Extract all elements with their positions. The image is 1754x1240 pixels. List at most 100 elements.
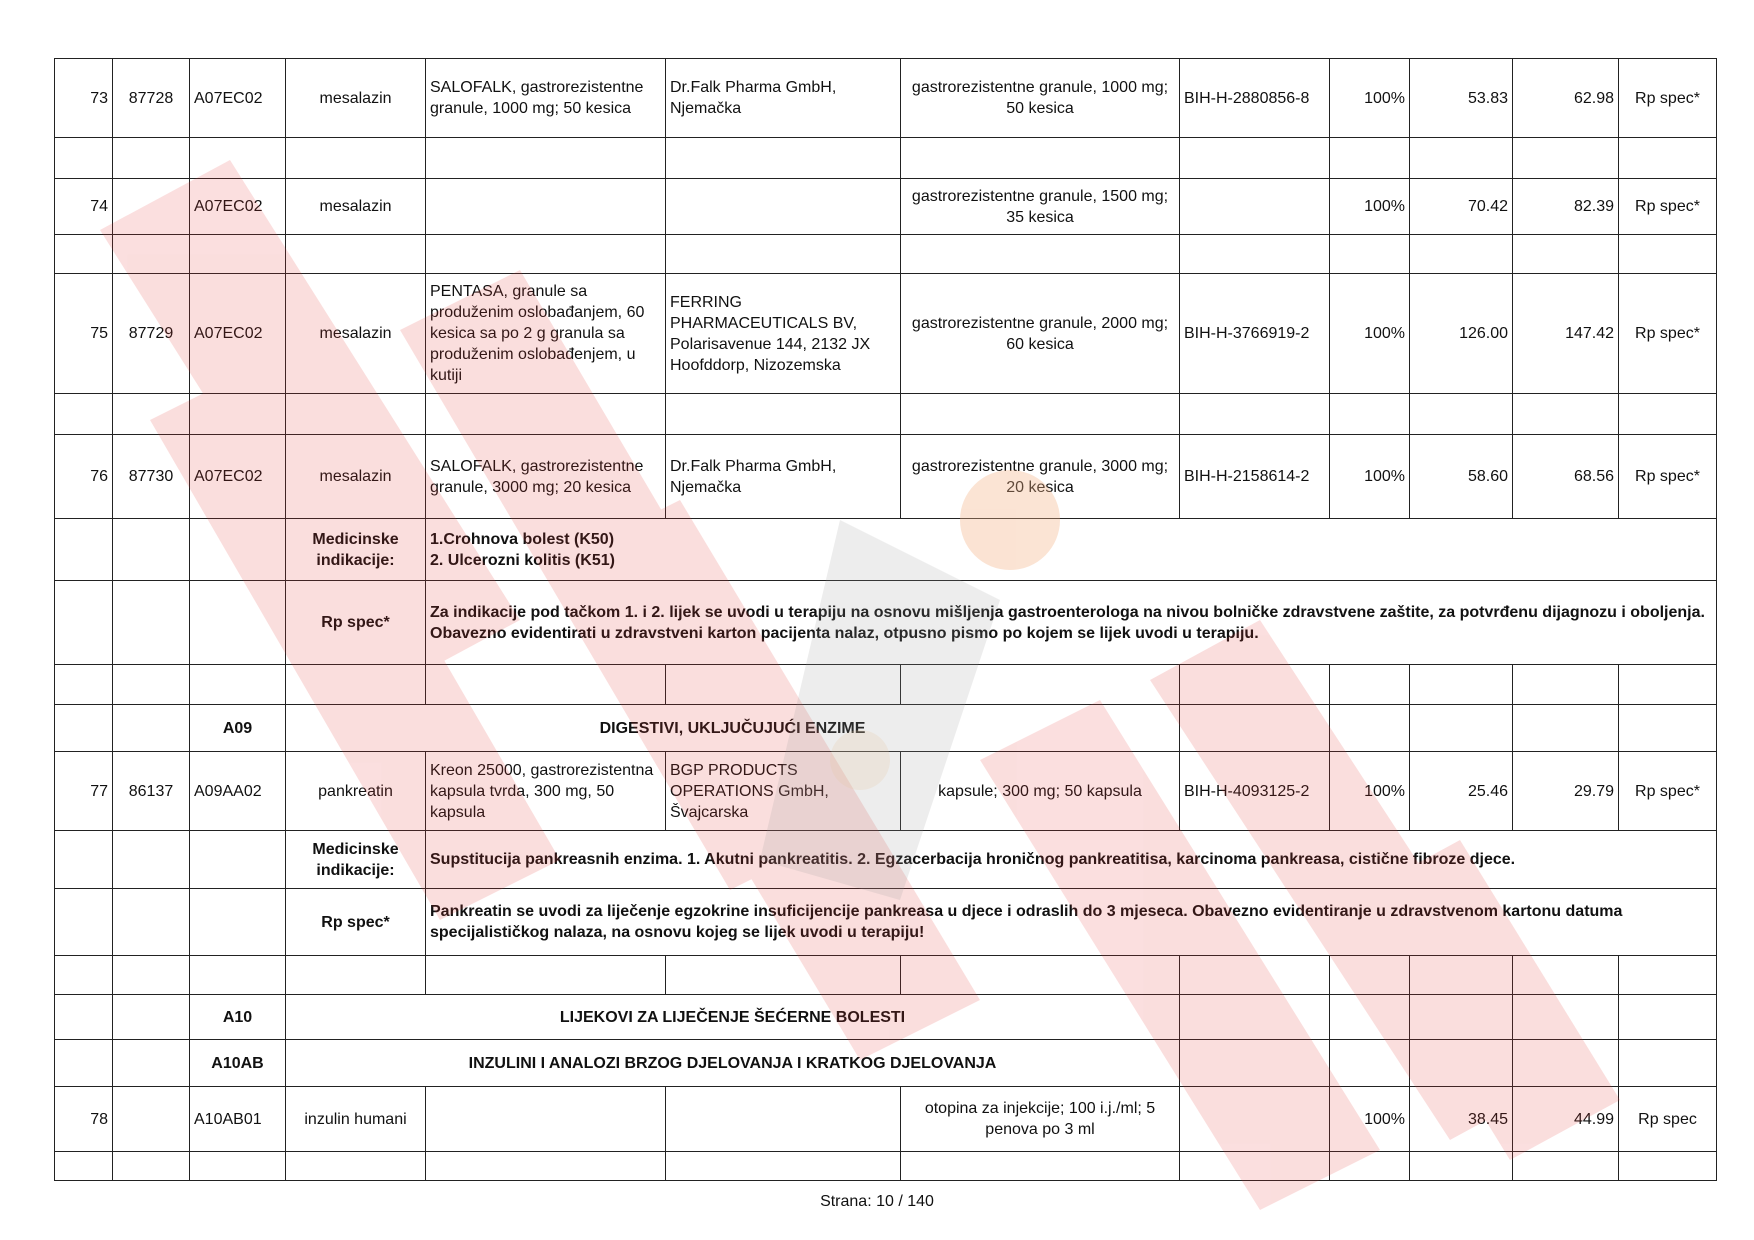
empty-cell [1618, 704, 1717, 752]
empty-cell [189, 518, 286, 581]
empty-cell [1618, 1039, 1717, 1087]
prescription-regime: Rp spec* [1618, 178, 1717, 235]
empty-cell [1179, 704, 1330, 752]
empty-cell [285, 393, 426, 435]
empty-cell [54, 580, 113, 665]
drug-code: 87728 [112, 58, 190, 138]
coverage-percent: 100% [1329, 434, 1410, 519]
empty-cell [112, 234, 190, 274]
inn-name: inzulin humani [285, 1086, 426, 1152]
empty-cell [1512, 1039, 1619, 1087]
empty-cell [1409, 393, 1513, 435]
empty-cell [112, 664, 190, 705]
empty-cell [112, 137, 190, 179]
empty-cell [189, 393, 286, 435]
group-title: INZULINI I ANALOZI BRZOG DJELOVANJA I KR… [285, 1039, 1180, 1087]
group-title: DIGESTIVI, UKLJUČUJUĆI ENZIME [285, 704, 1180, 752]
empty-cell [189, 137, 286, 179]
prescription-regime: Rp spec [1618, 1086, 1717, 1152]
group-atc-code: A09 [189, 704, 286, 752]
registration-number: BIH-H-3766919-2 [1179, 273, 1330, 394]
empty-cell [189, 888, 286, 956]
empty-cell [1329, 664, 1410, 705]
empty-cell [1179, 664, 1330, 705]
empty-cell [189, 830, 286, 889]
empty-cell [1409, 994, 1513, 1040]
empty-cell [665, 393, 901, 435]
empty-cell [1512, 137, 1619, 179]
price-without-vat: 58.60 [1409, 434, 1513, 519]
drug-name: SALOFALK, gastrorezistentne granule, 100… [425, 58, 666, 138]
drug-name: Kreon 25000, gastrorezistentna kapsula t… [425, 751, 666, 831]
empty-cell [54, 393, 113, 435]
row-number: 75 [54, 273, 113, 394]
manufacturer: Dr.Falk Pharma GmbH, Njemačka [665, 58, 901, 138]
atc-code: A07EC02 [189, 178, 286, 235]
empty-cell [1179, 137, 1330, 179]
group-atc-code: A10 [189, 994, 286, 1040]
atc-code: A07EC02 [189, 434, 286, 519]
empty-cell [285, 1151, 426, 1181]
table-row-blank [54, 1151, 1717, 1181]
empty-cell [285, 137, 426, 179]
empty-cell [1618, 137, 1717, 179]
empty-cell [1329, 234, 1410, 274]
price-with-vat: 147.42 [1512, 273, 1619, 394]
empty-cell [425, 137, 666, 179]
empty-cell [54, 1039, 113, 1087]
empty-cell [1512, 234, 1619, 274]
price-without-vat: 126.00 [1409, 273, 1513, 394]
atc-code: A10AB01 [189, 1086, 286, 1152]
empty-cell [1618, 393, 1717, 435]
empty-cell [1409, 234, 1513, 274]
manufacturer: FERRING PHARMACEUTICALS BV, Polarisavenu… [665, 273, 901, 394]
note-text: Supstitucija pankreasnih enzima. 1. Akut… [425, 830, 1717, 889]
row-number: 77 [54, 751, 113, 831]
note-line: 2. Ulcerozni kolitis (K51) [430, 551, 615, 569]
empty-cell [1329, 393, 1410, 435]
prescription-regime: Rp spec* [1618, 58, 1717, 138]
price-with-vat: 82.39 [1512, 178, 1619, 235]
registration-number [1179, 178, 1330, 235]
empty-cell [112, 518, 190, 581]
prescription-regime: Rp spec* [1618, 434, 1717, 519]
empty-cell [665, 137, 901, 179]
coverage-percent: 100% [1329, 1086, 1410, 1152]
note-text: 1.Crohnova bolest (K50) 2. Ulcerozni koli… [425, 518, 1717, 581]
pharmaceutical-form: gastrorezistentne granule, 1000 mg; 50 k… [900, 58, 1180, 138]
atc-code: A09AA02 [189, 751, 286, 831]
page-number: Strana: 10 / 140 [820, 1193, 934, 1210]
price-without-vat: 25.46 [1409, 751, 1513, 831]
empty-cell [189, 580, 286, 665]
inn-name: mesalazin [285, 178, 426, 235]
pharmaceutical-form: kapsule; 300 mg; 50 kapsula [900, 751, 1180, 831]
price-with-vat: 44.99 [1512, 1086, 1619, 1152]
empty-cell [285, 234, 426, 274]
table-row-group: A09 DIGESTIVI, UKLJUČUJUĆI ENZIME [54, 704, 1717, 752]
drug-name [425, 178, 666, 235]
empty-cell [425, 1151, 666, 1181]
empty-cell [54, 664, 113, 705]
price-without-vat: 70.42 [1409, 178, 1513, 235]
empty-cell [189, 234, 286, 274]
empty-cell [425, 234, 666, 274]
empty-cell [1512, 393, 1619, 435]
group-title: LIJEKOVI ZA LIJEČENJE ŠEĆERNE BOLESTI [285, 994, 1180, 1040]
row-number: 74 [54, 178, 113, 235]
empty-cell [189, 664, 286, 705]
inn-name: mesalazin [285, 58, 426, 138]
price-with-vat: 62.98 [1512, 58, 1619, 138]
empty-cell [285, 664, 426, 705]
empty-cell [112, 888, 190, 956]
empty-cell [112, 994, 190, 1040]
empty-cell [1618, 994, 1717, 1040]
drug-list-table: 73 87728 A07EC02 mesalazin SALOFALK, gastror… [54, 58, 1717, 1181]
empty-cell [54, 888, 113, 956]
coverage-percent: 100% [1329, 58, 1410, 138]
note-text: Za indikacije pod tačkom 1. i 2. lijek s… [425, 580, 1717, 665]
empty-cell [112, 830, 190, 889]
drug-code: 86137 [112, 751, 190, 831]
empty-cell [1409, 704, 1513, 752]
group-atc-code: A10AB [189, 1039, 286, 1087]
empty-cell [112, 1151, 190, 1181]
